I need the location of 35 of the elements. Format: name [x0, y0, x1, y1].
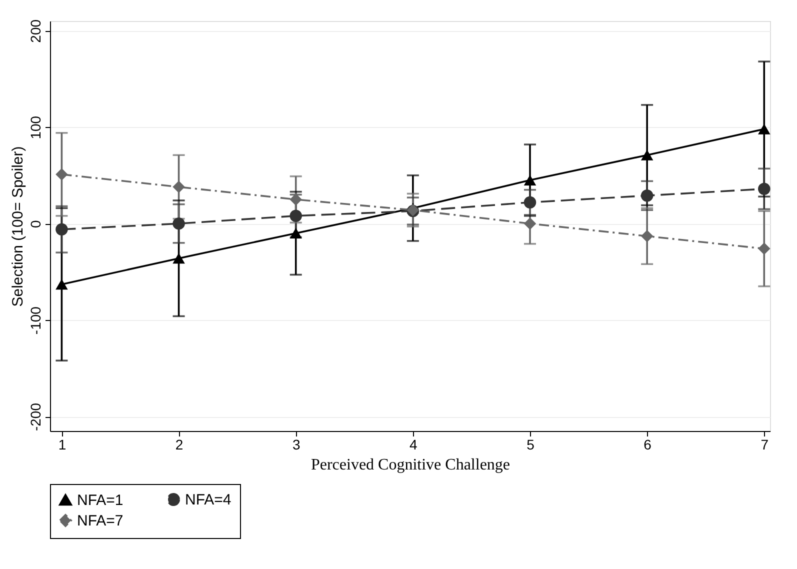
x-tick-label: 3	[292, 436, 300, 452]
point	[524, 217, 536, 230]
y-axis-title: Selection (100= Spoiler)	[10, 146, 26, 307]
point	[172, 253, 185, 264]
x-tick-label: 4	[410, 436, 418, 452]
x-axis-title: Perceived Cognitive Challenge	[310, 456, 510, 474]
y-tick-label: 100	[28, 116, 44, 140]
legend-label: NFA=1	[77, 492, 124, 509]
point	[640, 230, 654, 242]
point	[524, 196, 536, 208]
y-tick-label: -100	[28, 306, 44, 335]
point	[56, 279, 68, 290]
x-tick-label: 1	[58, 436, 66, 452]
point	[640, 190, 654, 202]
x-tick-label: 2	[175, 436, 184, 452]
point	[758, 124, 770, 134]
point	[290, 228, 302, 239]
point	[758, 242, 770, 255]
point	[290, 210, 302, 222]
point	[172, 217, 185, 230]
point	[758, 182, 770, 195]
legend-label: NFA=4	[185, 492, 232, 509]
point	[290, 193, 302, 206]
point	[524, 174, 536, 186]
point	[56, 223, 68, 236]
y-tick-label: -200	[28, 402, 44, 432]
x-tick-label: 5	[526, 436, 535, 452]
point	[640, 150, 654, 160]
x-tick-label: 6	[644, 436, 652, 452]
point	[172, 180, 185, 194]
point	[56, 168, 68, 181]
y-tick-label: 200	[28, 19, 44, 43]
x-tick-label: 7	[760, 436, 769, 452]
y-tick-label: 0	[28, 220, 44, 228]
legend-label: NFA=7	[77, 512, 124, 530]
